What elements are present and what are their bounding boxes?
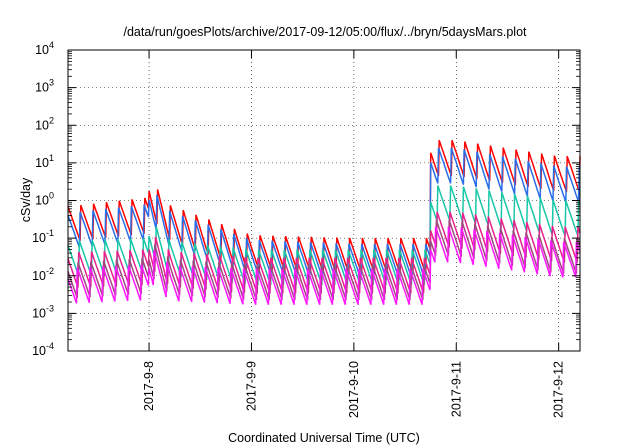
y-tick-label: 104	[35, 40, 54, 57]
x-tick-label: 2017-9-10	[347, 361, 361, 418]
x-axis-label: Coordinated Universal Time (UTC)	[228, 431, 420, 445]
y-tick-label: 10-3	[32, 303, 54, 320]
x-tick-label: 2017-9-11	[449, 361, 463, 417]
y-tick-label: 100	[35, 191, 54, 208]
y-tick-label: 101	[35, 153, 54, 170]
y-tick-label: 102	[35, 115, 54, 132]
x-axis: 2017-9-8 2017-9-9 2017-9-10 2017-9-11 2017-9…	[142, 50, 566, 418]
y-tick-label: 103	[35, 78, 54, 95]
y-axis: 10-4 10-3 10-2 10-1 100 101 102 103 104	[32, 40, 580, 358]
series-group	[67, 139, 581, 305]
y-tick-label: 10-1	[32, 228, 54, 245]
y-axis-label: cSv/day	[19, 177, 33, 222]
x-tick-label: 2017-9-9	[244, 361, 258, 411]
series-line-1	[67, 139, 581, 274]
y-tick-label: 10-4	[32, 341, 54, 358]
chart-title: /data/run/goesPlots/archive/2017-09-12/0…	[123, 25, 527, 39]
y-tick-label: 10-2	[32, 266, 54, 283]
x-tick-label: 2017-9-12	[552, 361, 566, 418]
series-line-6	[67, 226, 581, 305]
x-tick-label: 2017-9-8	[142, 361, 156, 411]
series-line-2	[67, 147, 581, 280]
